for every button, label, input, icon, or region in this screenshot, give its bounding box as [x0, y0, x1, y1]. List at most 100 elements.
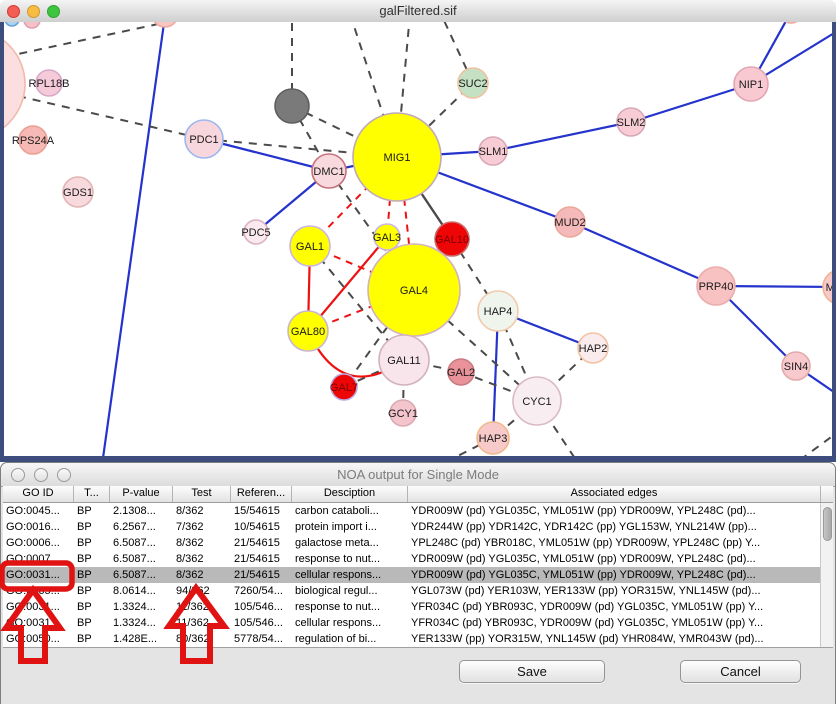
edge[interactable]: [413, 289, 538, 402]
node-GAL11[interactable]: [378, 334, 430, 386]
node-PDC5[interactable]: [243, 219, 269, 245]
cell-type: BP: [77, 505, 92, 517]
node-MSL1[interactable]: [822, 270, 832, 304]
node-GAL3[interactable]: [373, 223, 401, 251]
cell-p_value: 1.3324...: [113, 617, 156, 629]
close-button-inactive[interactable]: [11, 468, 25, 482]
minimize-button[interactable]: [27, 4, 40, 18]
cell-type: BP: [77, 521, 92, 533]
node-RPL18B[interactable]: [35, 69, 63, 97]
node-GAL80[interactable]: [287, 310, 329, 352]
cell-edges: YFR034C (pd) YBR093C, YDR009W (pd) YGL03…: [411, 617, 764, 629]
cell-test: 94/362: [176, 585, 210, 597]
results-table-body: GO:0045... BP 2.1308... 8/362 15/54615 carbon…: [3, 503, 822, 647]
node-HAP3[interactable]: [476, 421, 510, 455]
node-SLM1[interactable]: [478, 136, 508, 166]
node-SIN4[interactable]: [781, 351, 811, 381]
node-big-left[interactable]: [4, 29, 26, 139]
edge[interactable]: [203, 137, 330, 173]
node-NIP1[interactable]: [733, 66, 769, 102]
table-row[interactable]: GO:0050... BP 1.428E... 80/362 5778/54... reg…: [3, 631, 822, 647]
node-SUC2[interactable]: [457, 67, 489, 99]
edge[interactable]: [536, 400, 576, 456]
edge[interactable]: [750, 27, 832, 85]
edge[interactable]: [343, 359, 405, 388]
node-PDC1[interactable]: [184, 119, 224, 159]
table-row[interactable]: GO:0016... BP 6.2567... 7/362 10/54615 protei…: [3, 519, 822, 535]
table-row[interactable]: GO:0007... BP 6.5087... 8/362 21/54615 respon…: [3, 551, 822, 567]
node-HAP4[interactable]: [477, 290, 519, 332]
minimize-button-inactive[interactable]: [34, 468, 48, 482]
cell-test: 7/362: [176, 521, 204, 533]
node-GCY1[interactable]: [389, 399, 417, 427]
table-row[interactable]: GO:0045... BP 2.1308... 8/362 15/54615 carbon…: [3, 503, 822, 519]
node-GDS1[interactable]: [62, 176, 94, 208]
cell-go_id: GO:0031...: [6, 569, 60, 581]
save-button[interactable]: Save: [459, 660, 605, 683]
close-button[interactable]: [7, 4, 20, 18]
node-MIG1[interactable]: [352, 112, 442, 202]
edge[interactable]: [492, 120, 632, 153]
noa-window-titlebar[interactable]: NOA output for Single Mode: [1, 463, 835, 487]
cell-go_id: GO:0065...: [6, 585, 60, 597]
node-GAL10[interactable]: [434, 221, 470, 257]
zoom-button-inactive[interactable]: [57, 468, 71, 482]
results-table-header[interactable]: GO ID T... P-value Test Referen... Desciption…: [3, 486, 833, 503]
table-row[interactable]: GO:0031... BP 1.3324... 11/362 105/546... cel…: [3, 615, 822, 631]
table-row[interactable]: GO:0065... BP 8.0614... 94/362 7260/54... bio…: [3, 583, 822, 599]
table-scrollbar[interactable]: [820, 503, 833, 647]
node-PRP40[interactable]: [696, 266, 736, 306]
cell-reference: 21/54615: [234, 569, 280, 581]
node-GAL2[interactable]: [447, 358, 475, 386]
node-GAL4[interactable]: [367, 243, 461, 337]
zoom-button[interactable]: [47, 4, 60, 18]
column-header-type[interactable]: T...: [74, 486, 110, 502]
node-DMC1[interactable]: [311, 153, 347, 189]
node-HAP2[interactable]: [577, 332, 609, 364]
node-GAL1[interactable]: [289, 225, 331, 267]
network-canvas[interactable]: RPL18B RPS24A GDS1 PDC1 DMC1 MIG1 SUC2 SLM1 SLM2…: [0, 22, 836, 462]
cell-description: regulation of bi...: [295, 633, 377, 645]
node-MUD2[interactable]: [554, 206, 586, 238]
cell-description: cellular respons...: [295, 617, 382, 629]
column-header-p_value[interactable]: P-value: [110, 486, 173, 502]
edge[interactable]: [715, 284, 832, 289]
table-scrollbar-thumb[interactable]: [822, 507, 832, 541]
edge[interactable]: [569, 220, 717, 288]
edge[interactable]: [203, 138, 398, 158]
column-header-description[interactable]: Desciption: [292, 486, 408, 502]
column-header-test[interactable]: Test: [173, 486, 231, 502]
table-bottom-divider: [3, 647, 833, 648]
column-header-edges[interactable]: Associated edges: [408, 486, 821, 502]
network-window-titlebar[interactable]: galFiltered.sif: [0, 0, 836, 23]
edge[interactable]: [17, 95, 205, 140]
column-header-go_id[interactable]: GO ID: [3, 486, 74, 502]
cancel-button[interactable]: Cancel: [680, 660, 801, 683]
table-row-selected[interactable]: GO:0031... BP 6.5087... 8/362 21/54615 cellul…: [3, 567, 822, 583]
table-row[interactable]: GO:0006... BP 6.5087... 8/362 21/54615 galact…: [3, 535, 822, 551]
edge[interactable]: [441, 22, 474, 84]
cell-p_value: 8.0614...: [113, 585, 156, 597]
network-graph[interactable]: RPL18BRPS24AGDS1PDC1DMC1MIG1SUC2SLM1SLM2…: [4, 22, 832, 456]
node-GAL7[interactable]: [330, 373, 358, 401]
node-top-cut-2[interactable]: [779, 22, 803, 24]
edge[interactable]: [102, 22, 166, 456]
node-CYC1[interactable]: [512, 376, 562, 426]
edge[interactable]: [630, 82, 752, 124]
node-top-cut-4[interactable]: [23, 22, 41, 29]
cell-test: 11/362: [176, 601, 209, 613]
node-SLM2[interactable]: [616, 107, 646, 137]
node-top-cut-3[interactable]: [4, 22, 20, 27]
node-top-cut-1[interactable]: [152, 22, 178, 28]
node-RPS24A[interactable]: [18, 125, 48, 155]
cell-p_value: 2.1308...: [113, 505, 156, 517]
cell-reference: 105/546...: [234, 601, 283, 613]
node-unnamed-gray[interactable]: [274, 88, 310, 124]
edge[interactable]: [491, 310, 500, 439]
edge[interactable]: [4, 22, 205, 60]
table-row[interactable]: GO:0031... BP 1.3324... 11/362 105/546... res…: [3, 599, 822, 615]
column-header-reference[interactable]: Referen...: [231, 486, 292, 502]
cell-edges: YER133W (pp) YOR315W, YNL145W (pd) YHR08…: [411, 633, 764, 645]
edge[interactable]: [800, 432, 832, 456]
